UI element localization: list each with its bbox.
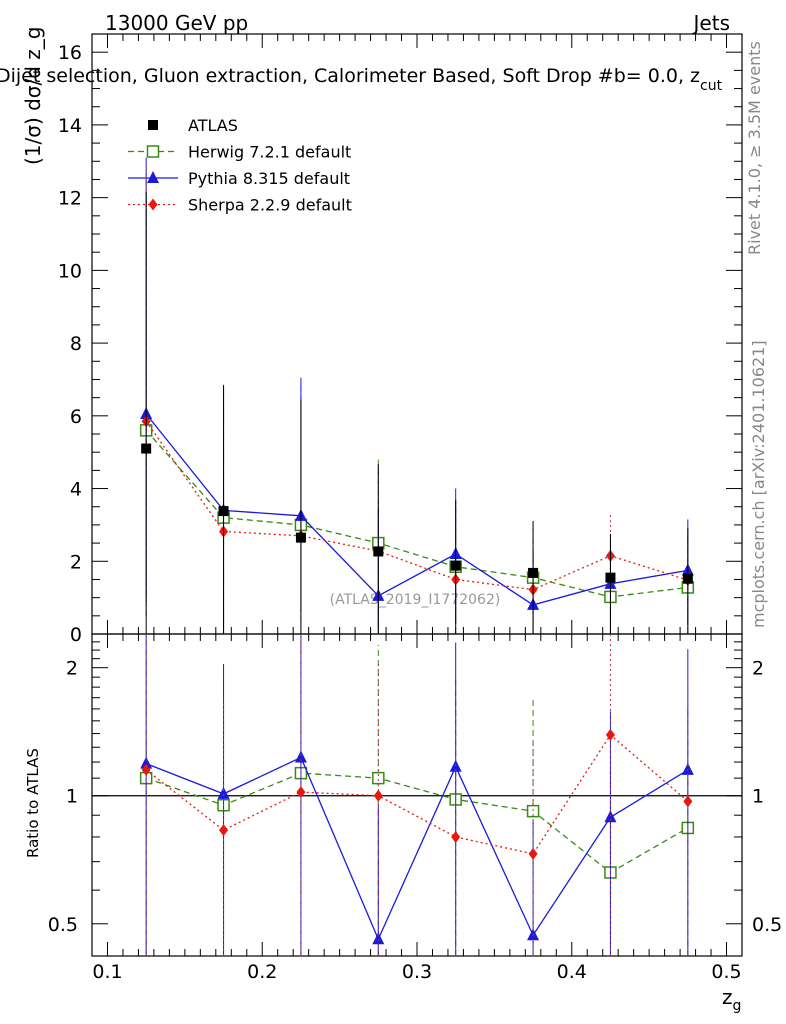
- pythia-ratio-line: [145, 756, 689, 941]
- atlas-point: [218, 506, 229, 517]
- pythia-ratio-point: [681, 762, 694, 775]
- pythia-ratio-point: [604, 810, 617, 823]
- herwig-line: [145, 429, 688, 598]
- ratio-y-axis: 0.5 0.5 1 1 2 2: [48, 641, 782, 936]
- legend-marker-sherpa: [148, 198, 158, 211]
- pythia-line: [145, 413, 688, 606]
- y-tick-label: 6: [70, 406, 82, 428]
- ratio-y-tick-label-right: 1: [752, 786, 764, 808]
- legend-label-herwig: Herwig 7.2.1 default: [188, 143, 351, 162]
- sherpa-ratio-point: [373, 789, 383, 802]
- ratio-y-tick-label-right: 2: [752, 658, 764, 680]
- x-axis: 0.1 0.2 0.3 0.4 0.5: [92, 34, 742, 983]
- plot-title: Dijet selection, Gluon extraction, Calor…: [0, 65, 723, 94]
- y-tick-label: 10: [58, 260, 82, 282]
- pythia-ratio-point: [140, 756, 153, 769]
- y-tick-label: 0: [70, 624, 82, 646]
- sherpa-ratio-point: [528, 847, 538, 860]
- y-tick-label: 12: [58, 188, 82, 210]
- sherpa-ratio-point: [683, 795, 693, 808]
- plot-title-main: Dijet selection, Gluon extraction, Calor…: [0, 65, 626, 87]
- legend: ATLAS Herwig 7.2.1 default Pythia 8.315 de…: [128, 116, 352, 215]
- legend-marker-herwig: [146, 145, 160, 158]
- main-series-group: [139, 157, 695, 634]
- energy-label: 13000 GeV pp: [105, 11, 248, 35]
- pythia-ratio-point: [294, 750, 307, 763]
- atlas-point: [528, 567, 539, 578]
- y-tick-label: 2: [70, 551, 82, 573]
- ratio-y-tick-label: 2: [66, 658, 78, 680]
- sherpa-ratio-point: [296, 786, 306, 799]
- atlas-point: [450, 560, 461, 571]
- plot-title-sub: cut: [700, 78, 723, 94]
- sherpa-ratio-point: [219, 824, 229, 837]
- x-tick-label: 0.3: [402, 961, 432, 983]
- y-tick-label: 8: [70, 333, 82, 355]
- herwig-ratio-line: [145, 772, 689, 874]
- atlas-point: [682, 573, 693, 584]
- ratio-panel-frame: [91, 633, 743, 957]
- atlas-point: [373, 546, 384, 557]
- x-tick-label: 0.2: [247, 961, 277, 983]
- x-tick-label: 0.4: [557, 961, 587, 983]
- sherpa-ratio-point: [451, 830, 461, 843]
- x-axis-label-main: z: [722, 985, 733, 1009]
- ratio-y-tick-label: 1: [66, 786, 78, 808]
- legend-marker-pythia: [147, 171, 159, 183]
- atlas-point: [141, 443, 152, 454]
- sherpa-ratio-line: [145, 733, 689, 855]
- main-y-label: (1/σ) dσ/d z_g: [21, 27, 45, 165]
- sherpa-ratio-point: [141, 763, 151, 776]
- legend-label-sherpa: Sherpa 2.2.9 default: [188, 196, 352, 215]
- x-axis-label: zg: [722, 985, 741, 1014]
- legend-label-pythia: Pythia 8.315 default: [188, 169, 350, 188]
- x-axis-label-sub: g: [733, 998, 742, 1014]
- y-tick-label: 16: [58, 42, 82, 64]
- category-label: Jets: [692, 11, 730, 35]
- atlas-point: [295, 532, 306, 543]
- sherpa-line: [145, 420, 689, 591]
- mcplots-label: mcplots.cern.ch [arXiv:2401.10621]: [749, 340, 768, 628]
- x-tick-label: 0.1: [92, 961, 122, 983]
- plot-title-tail: = 0.0, z: [626, 65, 700, 87]
- pythia-ratio-point: [372, 932, 385, 945]
- main-y-label-text: (1/σ) dσ/d z_g: [21, 27, 45, 165]
- ratio-y-label: Ratio to ATLAS: [24, 748, 42, 858]
- y-tick-label: 14: [58, 115, 82, 137]
- ratio-y-tick-label: 0.5: [48, 914, 78, 936]
- sherpa-ratio-point: [605, 728, 615, 741]
- x-tick-label: 0.5: [711, 961, 741, 983]
- y-tick-label: 4: [70, 479, 82, 501]
- ratio-y-tick-label-right: 0.5: [752, 914, 782, 936]
- atlas-point: [605, 572, 616, 583]
- main-y-axis: 0 2 4 6 8 10 12 14 16: [58, 42, 742, 646]
- analysis-watermark: (ATLAS_2019_I1772062): [330, 592, 501, 608]
- ratio-series-group: [139, 634, 695, 956]
- rivet-label: Rivet 4.1.0, ≥ 3.5M events: [745, 41, 764, 255]
- herwig-ratio-point: [372, 771, 385, 785]
- legend-marker-atlas: [148, 120, 158, 130]
- pythia-ratio-point: [217, 786, 230, 799]
- legend-label-atlas: ATLAS: [188, 116, 238, 135]
